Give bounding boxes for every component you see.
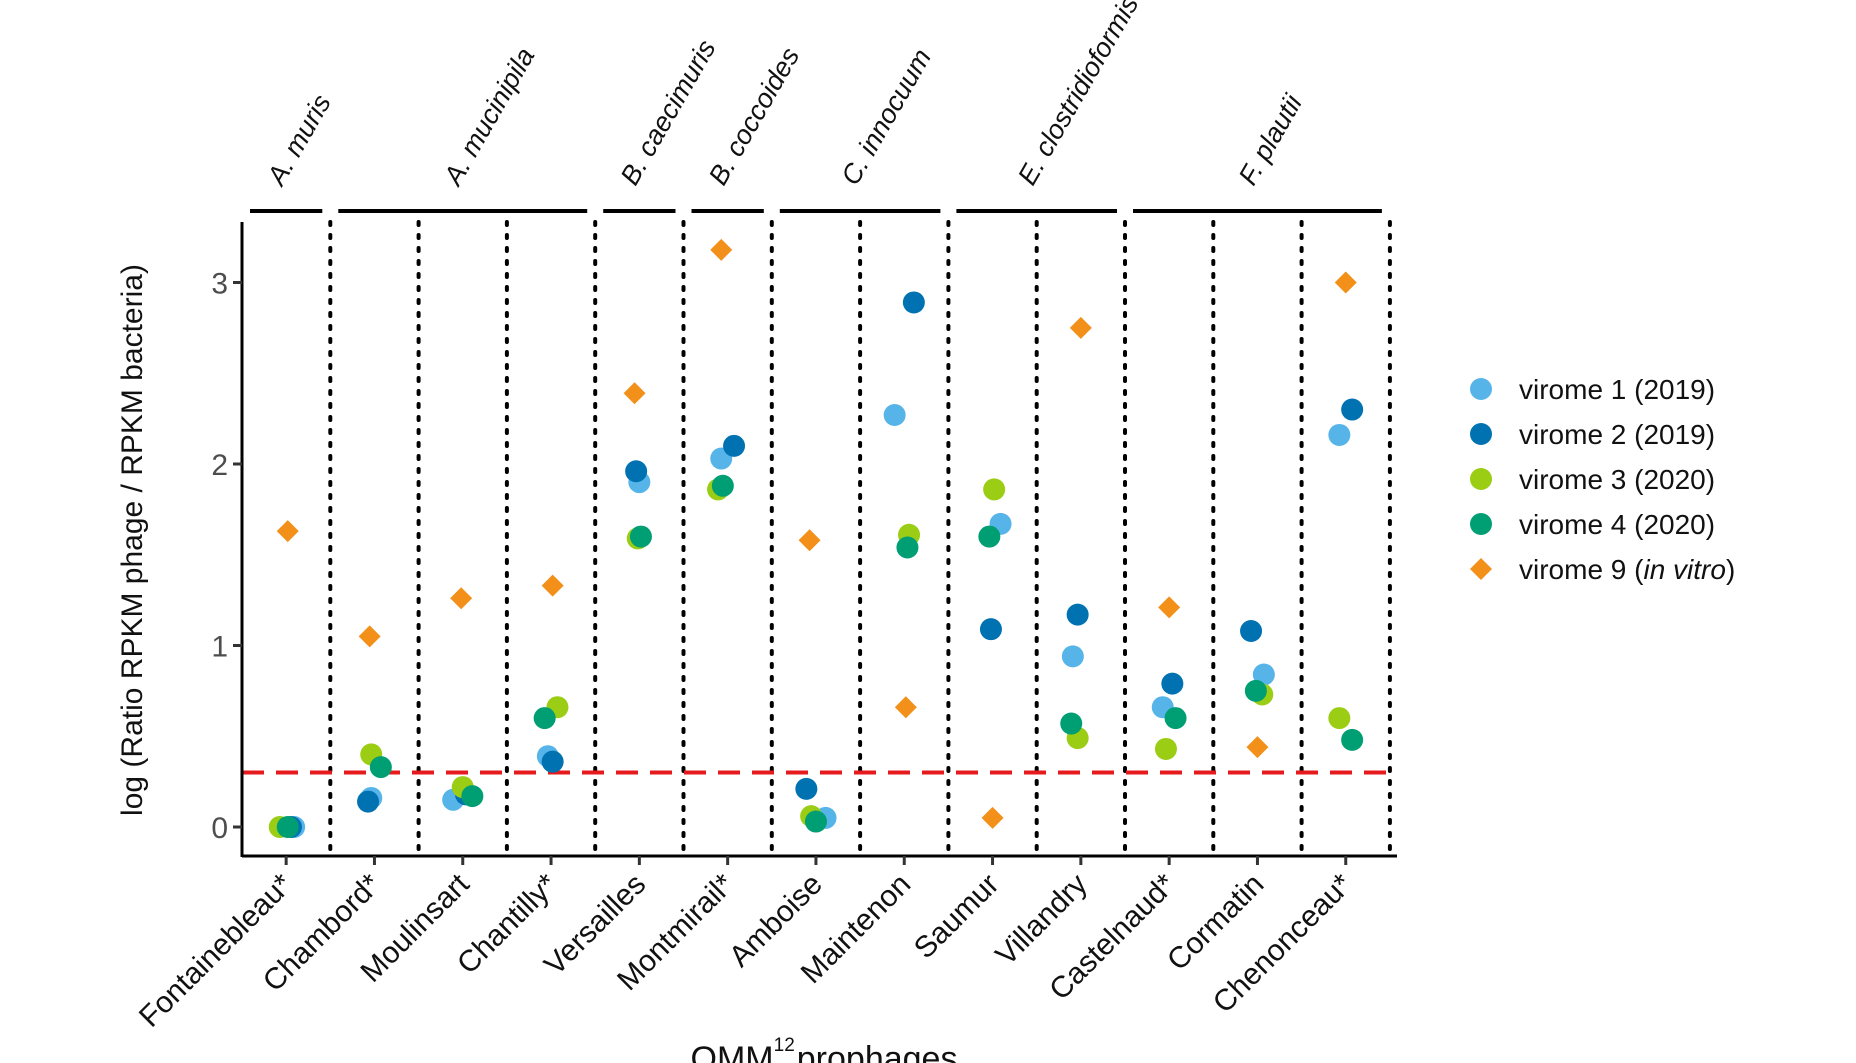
data-point-diamond (1069, 316, 1092, 339)
data-point-diamond (541, 574, 564, 597)
legend-label-pre: virome 9 ( (1519, 554, 1644, 585)
data-point-diamond (623, 382, 646, 405)
data-point (1252, 663, 1275, 686)
data-point (625, 460, 648, 483)
data-point (1341, 398, 1364, 421)
axes (240, 222, 1397, 858)
legend-label-post: ) (1726, 554, 1735, 585)
y-tick-label: 3 (211, 268, 228, 301)
data-point (1164, 707, 1187, 730)
x-axis-title: OMM12prophages (691, 1035, 958, 1063)
y-tick-label: 1 (211, 631, 228, 664)
group-label: B. coccoides (703, 42, 806, 190)
data-point-diamond (450, 587, 473, 610)
legend-key (1470, 468, 1492, 490)
data-point (369, 756, 392, 779)
data-point (1066, 603, 1089, 626)
data-point (1328, 707, 1351, 730)
x-axis-title-sup: 12 (774, 1035, 795, 1056)
y-tick-label: 2 (211, 449, 228, 482)
group-label: F. plautii (1233, 89, 1309, 190)
legend-label: virome 2 (2019) (1519, 419, 1715, 450)
data-point (983, 478, 1006, 501)
data-point (1161, 672, 1184, 695)
data-point (883, 403, 906, 426)
data-point (276, 816, 299, 838)
data-point-diamond (276, 520, 299, 543)
data-point (1328, 423, 1351, 446)
data-point (357, 790, 380, 813)
x-ticks: Fontainebleau*Chambord*MoulinsartChantil… (133, 856, 1359, 1034)
legend-label: virome 3 (2020) (1519, 464, 1715, 495)
data-point (979, 618, 1002, 641)
data-point-diamond (358, 625, 381, 648)
y-axis-title: log (Ratio RPKM phage / RPKM bacteria) (116, 264, 149, 816)
data-point (1154, 737, 1177, 760)
data-point (723, 434, 746, 457)
y-ticks: 0 1 2 3 (211, 268, 242, 845)
legend: virome 1 (2019) virome 2 (2019) virome 3 (… (1470, 374, 1735, 585)
data-point-diamond (798, 529, 821, 552)
data-point (978, 525, 1001, 548)
group-label: E. clostridioformis (1012, 0, 1145, 190)
data-point-diamond (894, 696, 917, 719)
x-axis-title-main: OMM (691, 1040, 774, 1063)
legend-label: virome 4 (2020) (1519, 509, 1715, 540)
data-point (541, 750, 564, 773)
group-label: C. innocuum (835, 44, 937, 190)
data-point (533, 707, 556, 730)
legend-label: virome 9 (in vitro) (1519, 554, 1735, 585)
data-point-diamond (1158, 596, 1181, 619)
group-label: B. caecimuris (615, 35, 722, 190)
legend-key-diamond (1470, 558, 1492, 580)
legend-key (1470, 513, 1492, 535)
legend-label-italic: in vitro (1643, 554, 1725, 585)
data-point (461, 785, 484, 808)
data-point (629, 525, 652, 548)
group-label: A. mucinipila (437, 42, 541, 191)
x-axis-title-rest: prophages (797, 1040, 958, 1063)
data-point (1341, 728, 1364, 751)
data-point-diamond (1334, 271, 1357, 294)
x-tick-label: Fontainebleau* (133, 867, 299, 1033)
legend-key (1470, 378, 1492, 400)
legend-label: virome 1 (2019) (1519, 374, 1715, 405)
y-tick-label: 0 (211, 812, 228, 845)
data-point (711, 474, 734, 497)
data-points (268, 238, 1364, 838)
data-point-diamond (1246, 736, 1269, 759)
category-separators (328, 220, 1392, 858)
data-point (1240, 619, 1263, 642)
data-point (804, 810, 827, 833)
data-point (795, 777, 818, 800)
data-point (1060, 712, 1083, 735)
data-point (896, 536, 919, 559)
data-point (1061, 645, 1084, 668)
data-point-diamond (981, 806, 1004, 829)
data-point (1244, 679, 1267, 702)
data-point (902, 291, 925, 314)
group-label: A. muris (260, 89, 336, 191)
data-point-diamond (710, 238, 733, 261)
legend-key (1470, 423, 1492, 445)
